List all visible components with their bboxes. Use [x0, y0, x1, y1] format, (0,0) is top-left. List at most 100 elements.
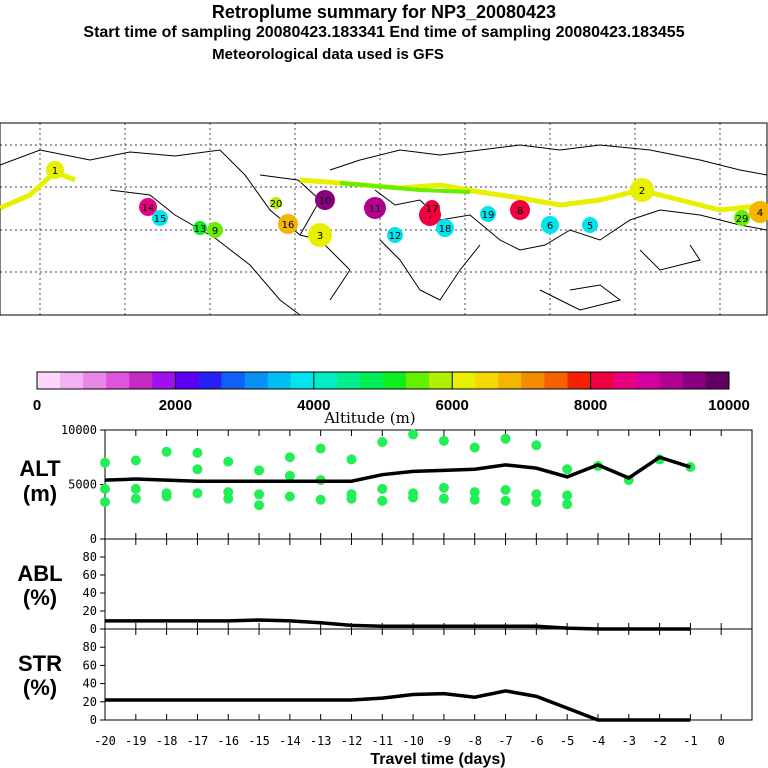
altitude-scatter-point: [130, 493, 141, 504]
plume-marker-label: 8: [517, 206, 523, 217]
colorbar-swatch: [37, 372, 61, 389]
altitude-scatter-point: [438, 493, 449, 504]
plume-marker-dot: [436, 219, 454, 237]
x-tick-label: -12: [341, 734, 363, 748]
plume-marker: 10: [315, 190, 335, 210]
x-tick-label: -5: [560, 734, 574, 748]
y-tick-label: 20: [83, 695, 97, 709]
plume-marker-dot: [510, 200, 530, 220]
altitude-scatter-point: [100, 496, 110, 507]
altitude-scatter-point: [254, 500, 265, 511]
panel-label-line2: (%): [23, 675, 57, 700]
colorbar-swatch: [567, 372, 592, 389]
colorbar-swatch: [383, 372, 407, 389]
plume-marker-label: 6: [547, 221, 553, 232]
plume-marker-dot: [480, 206, 496, 222]
x-axis-label: Travel time (days): [370, 751, 505, 768]
altitude-scatter-point: [562, 499, 573, 510]
y-tick-label: 20: [83, 604, 97, 618]
plume-marker: 29: [734, 210, 750, 226]
panel-alt: 0 5000 10000 ALT(m): [19, 423, 753, 546]
x-tick-label: -11: [371, 734, 393, 748]
altitude-scatter-point: [223, 456, 234, 467]
plume-marker-dot: [541, 216, 559, 234]
map-frame: [0, 122, 768, 316]
plume-marker: 3: [308, 223, 332, 247]
colorbar-swatch: [198, 372, 223, 389]
plume-marker-dot: [315, 190, 335, 210]
plume-marker: 2: [630, 178, 654, 202]
altitude-scatter-point: [254, 489, 265, 500]
colorbar-swatch: [221, 372, 246, 389]
altitude-scatter-point: [408, 429, 419, 440]
colorbar-swatch: [659, 372, 684, 389]
x-tick-label: -18: [156, 734, 178, 748]
altitude-scatter-point: [500, 495, 511, 506]
x-tick-label: -20: [94, 734, 116, 748]
plume-marker-label: 9: [212, 226, 218, 237]
plume-marker: 12: [387, 227, 403, 243]
plume-marker-label: 10: [319, 196, 332, 207]
x-tick-label: -16: [217, 734, 239, 748]
altitude-scatter-point: [346, 454, 357, 465]
altitude-scatter-point: [254, 465, 265, 476]
y-tick-label: 40: [83, 586, 97, 600]
x-tick-label: -14: [279, 734, 301, 748]
altitude-scatter-point: [500, 484, 511, 495]
series-line-alt: [104, 455, 691, 483]
colorbar-swatch: [129, 372, 153, 389]
plume-marker-dot: [582, 217, 598, 233]
colorbar-tick-label: 8000: [574, 397, 607, 414]
plume-marker-dot: [424, 200, 440, 216]
plume-marker-label: 5: [587, 221, 593, 232]
plume-marker-label: 2: [639, 186, 645, 197]
x-tick-label: -8: [467, 734, 481, 748]
time-series-panels: 0500010000ALT(m)020406080ABL(%)020406080…: [17, 423, 753, 768]
colorbar-swatch: [244, 372, 269, 389]
plume-marker-dot: [207, 222, 223, 238]
panel-label-line2: (%): [23, 585, 57, 610]
plume-marker: 5: [582, 217, 598, 233]
altitude-scatter-point: [531, 489, 542, 500]
panel-label-line1: ALT: [19, 456, 61, 481]
plume-marker: 4: [749, 201, 768, 223]
colorbar-tick-label: 0: [33, 397, 41, 414]
plume-marker-label: 14: [142, 203, 155, 214]
altitude-scatter-point: [377, 495, 388, 506]
x-tick-label: -19: [125, 734, 147, 748]
page-title: Retroplume summary for NP3_20080423: [211, 2, 557, 22]
altitude-scatter-point: [130, 455, 141, 466]
altitude-scatter-point: [161, 491, 172, 502]
colorbar-swatch: [175, 372, 199, 389]
y-tick-label: 60: [83, 568, 97, 582]
plume-marker-dot: [152, 210, 168, 226]
altitude-scatter-point: [469, 442, 480, 453]
plume-marker-dot: [193, 221, 207, 235]
plume-marker-label: 20: [270, 199, 283, 210]
colorbar-swatch: [636, 372, 661, 389]
plume-marker-dot: [308, 223, 332, 247]
altitude-scatter-point: [377, 483, 388, 494]
altitude-scatter-point: [192, 488, 203, 499]
x-tick-label: -15: [248, 734, 270, 748]
plume-trajectory: [0, 169, 768, 213]
altitude-scatter-point: [438, 435, 449, 446]
plume-marker: 13: [193, 221, 207, 235]
plume-marker-label: 17: [426, 204, 439, 215]
y-tick-label: 0: [90, 532, 97, 546]
colorbar-tick-label: 4000: [297, 397, 330, 414]
x-tick-label: -2: [652, 734, 666, 748]
altitude-scatter-point: [531, 496, 542, 507]
plume-marker-label: 19: [482, 210, 495, 221]
plume-marker-label: 11: [369, 204, 382, 215]
altitude-scatter-point: [438, 482, 449, 493]
y-tick-label: 0: [90, 622, 97, 636]
altitude-scatter-point: [192, 447, 203, 458]
plume-marker: 17: [424, 200, 440, 216]
altitude-scatter-point: [562, 464, 573, 475]
altitude-scatter-point: [192, 464, 203, 475]
panel-frame: [104, 628, 753, 721]
altitude-scatter-point: [531, 440, 542, 451]
plume-marker-label: 16: [282, 220, 295, 231]
